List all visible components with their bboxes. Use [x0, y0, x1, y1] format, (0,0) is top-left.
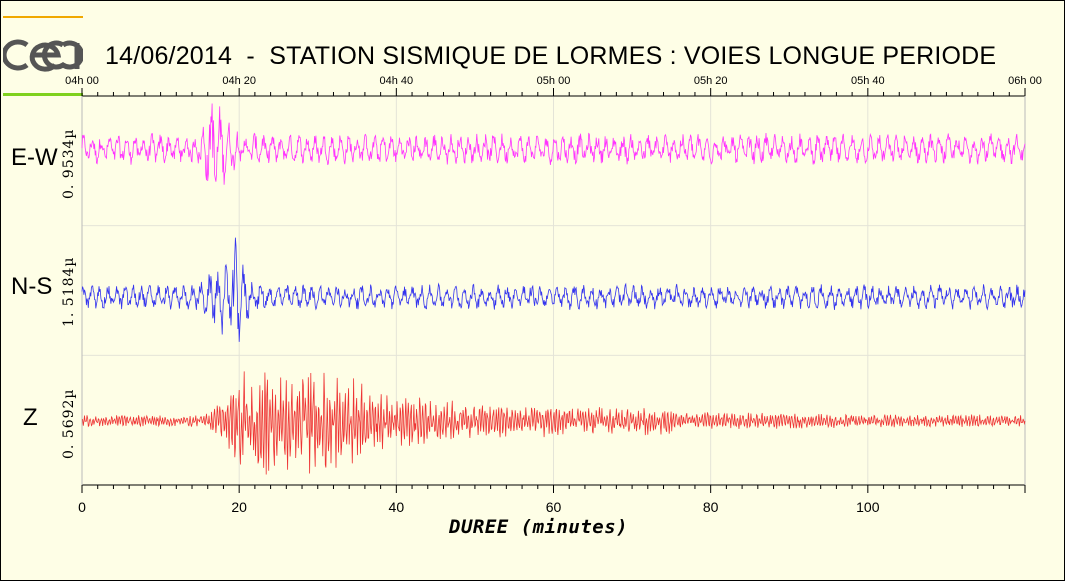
top-time-tick-label: 04h 00: [65, 75, 99, 87]
logo-top-bar: [3, 16, 83, 18]
logo-letter-a: [41, 40, 83, 70]
trace-ns: [81, 237, 1026, 342]
trace-ew: [81, 103, 1026, 185]
top-time-tick-label: 04h 20: [222, 75, 256, 87]
x-tick-label: 60: [546, 499, 562, 515]
chart-title: 14/06/2014 - STATION SISMIQUE DE LORMES …: [105, 42, 997, 70]
top-time-tick-label: 04h 40: [380, 75, 414, 87]
trace-label-z: Z: [23, 404, 38, 431]
amplitude-label-ns: 1. 5184µ: [61, 256, 77, 327]
amplitude-label-ew: 0. 9534µ: [61, 128, 77, 199]
x-tick-label: 100: [856, 499, 880, 515]
trace-label-ns: N-S: [11, 273, 53, 300]
logo-bottom-bar: [3, 93, 83, 96]
x-tick-label: 40: [389, 499, 405, 515]
trace-z: [81, 371, 1026, 475]
logo-letter-c: [3, 39, 29, 71]
x-tick-label: 0: [78, 499, 86, 515]
amplitude-label-z: 0. 5692µ: [61, 388, 77, 459]
trace-label-ew: E-W: [11, 144, 58, 171]
top-time-tick-label: 05h 00: [537, 75, 571, 87]
cea-logo: [3, 16, 83, 96]
x-axis-label: DUREE (minutes): [449, 516, 629, 538]
logo-letter-e: [29, 42, 62, 72]
top-time-tick-label: 05h 40: [851, 75, 885, 87]
x-tick-label: 80: [703, 499, 719, 515]
top-time-tick-label: 05h 20: [694, 75, 728, 87]
top-time-tick-label: 06h 00: [1008, 75, 1042, 87]
x-tick-label: 20: [231, 499, 247, 515]
